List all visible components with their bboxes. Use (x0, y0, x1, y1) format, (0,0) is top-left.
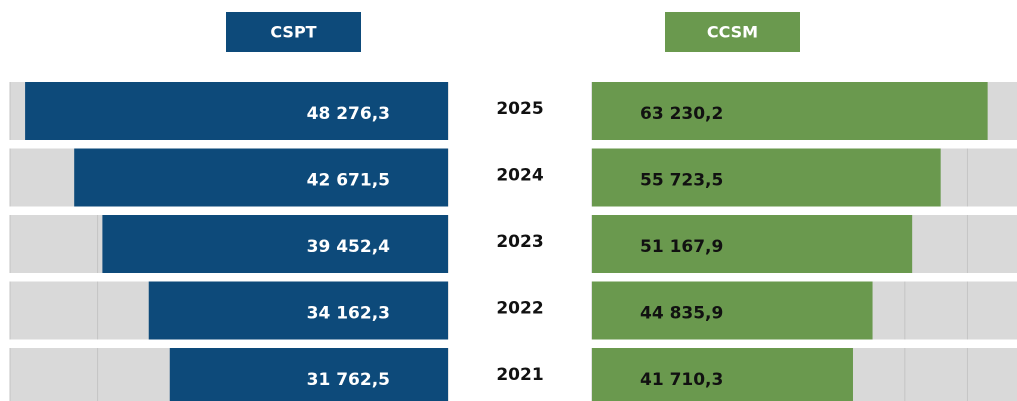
bar (25, 82, 449, 140)
bar (592, 281, 873, 340)
category-label: 2024 (496, 166, 543, 186)
value-label: 55 723,5 (640, 171, 723, 191)
value-label: 63 230,2 (640, 104, 723, 124)
bar (74, 148, 448, 207)
value-label: 31 762,5 (307, 370, 390, 390)
value-label: 42 671,5 (307, 171, 390, 191)
category-label: 2025 (496, 99, 543, 119)
value-label: 34 162,3 (307, 304, 390, 324)
bar (592, 82, 988, 140)
legend-box (665, 12, 800, 52)
legend-label: CSPT (270, 23, 316, 42)
bar (592, 148, 941, 207)
value-label: 48 276,3 (307, 104, 390, 124)
category-label: 2023 (496, 232, 543, 252)
bar (592, 215, 913, 273)
bar (169, 348, 448, 401)
category-label: 2022 (496, 299, 543, 319)
category-label: 2021 (496, 365, 543, 385)
legend-box (226, 12, 361, 52)
bar (148, 281, 448, 340)
legend-label: CCSM (707, 23, 758, 42)
value-label: 39 452,4 (307, 237, 391, 257)
value-label: 41 710,3 (640, 370, 723, 390)
value-label: 51 167,9 (640, 237, 723, 257)
bar (592, 348, 853, 401)
bar (102, 215, 448, 273)
value-label: 44 835,9 (640, 304, 723, 324)
